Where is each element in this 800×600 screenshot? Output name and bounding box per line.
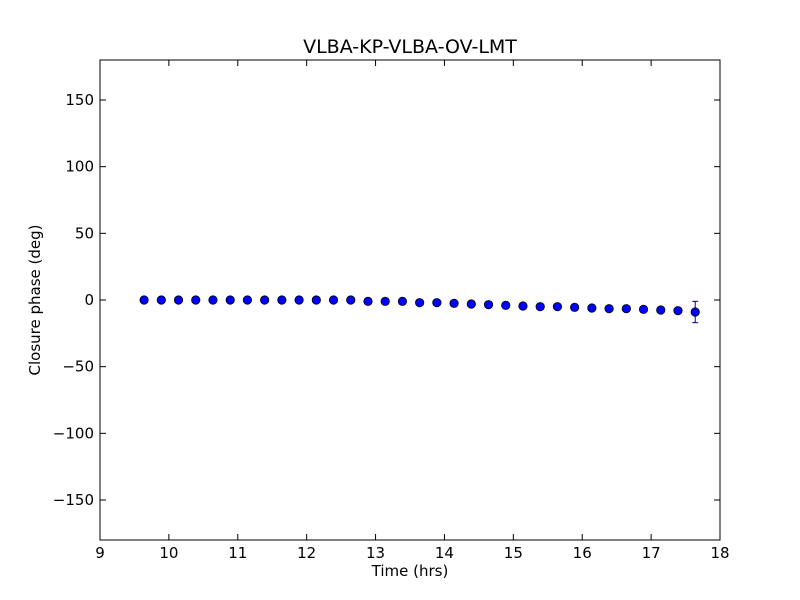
x-tick-label: 10	[159, 544, 178, 562]
x-tick-label: 15	[504, 544, 523, 562]
data-point	[466, 299, 476, 309]
data-point	[552, 302, 563, 312]
data-point	[242, 295, 253, 305]
x-tick-label: 14	[435, 544, 454, 562]
y-tick-label: 50	[75, 224, 94, 242]
x-tick-label: 9	[95, 544, 105, 562]
y-tick-label: 0	[84, 291, 94, 309]
data-point	[173, 295, 184, 305]
data-point	[638, 304, 649, 314]
y-tick-label: −150	[53, 491, 94, 509]
data-point	[225, 295, 235, 305]
data-points	[139, 295, 700, 317]
x-axis-ticks: 9 10 11 12 13 14 15 16 17 18	[95, 60, 730, 562]
data-point	[208, 295, 218, 305]
data-point	[656, 305, 666, 315]
data-point	[501, 300, 511, 310]
data-point	[673, 306, 683, 316]
x-tick-label: 17	[642, 544, 661, 562]
data-point	[328, 295, 339, 305]
data-point	[380, 296, 390, 306]
x-tick-label: 12	[297, 544, 316, 562]
x-axis-label: Time (hrs)	[371, 562, 449, 580]
data-point	[191, 295, 201, 305]
x-tick-label: 18	[710, 544, 729, 562]
data-point	[415, 298, 425, 308]
data-point	[570, 302, 580, 312]
y-tick-label: 150	[65, 91, 94, 109]
data-point	[156, 295, 166, 305]
data-point	[346, 295, 356, 305]
x-tick-label: 11	[228, 544, 247, 562]
data-point	[432, 298, 442, 308]
chart-title: VLBA-KP-VLBA-OV-LMT	[303, 36, 517, 58]
data-point	[535, 302, 545, 312]
y-tick-label: −50	[62, 358, 94, 376]
y-tick-label: 100	[65, 158, 94, 176]
data-point	[518, 301, 528, 311]
data-point	[397, 296, 408, 306]
y-tick-label: −100	[53, 424, 94, 442]
data-point	[483, 300, 494, 310]
x-tick-label: 16	[573, 544, 592, 562]
y-axis-ticks: −150 −100 −50 0 50 100 150	[53, 91, 720, 509]
data-point	[139, 295, 149, 305]
data-point	[604, 304, 614, 314]
data-point	[277, 295, 287, 305]
x-tick-label: 13	[366, 544, 385, 562]
data-point	[449, 298, 459, 308]
data-point	[260, 295, 270, 305]
data-point	[690, 307, 700, 317]
plot-area: 9 10 11 12 13 14 15 16 17 18 −150 −100 −50 0 50 100 150	[53, 59, 730, 562]
data-point	[621, 304, 631, 314]
data-point	[294, 295, 304, 305]
data-point	[311, 295, 321, 305]
data-point	[363, 296, 373, 306]
y-axis-label: Closure phase (deg)	[26, 225, 44, 376]
data-point	[587, 303, 597, 313]
